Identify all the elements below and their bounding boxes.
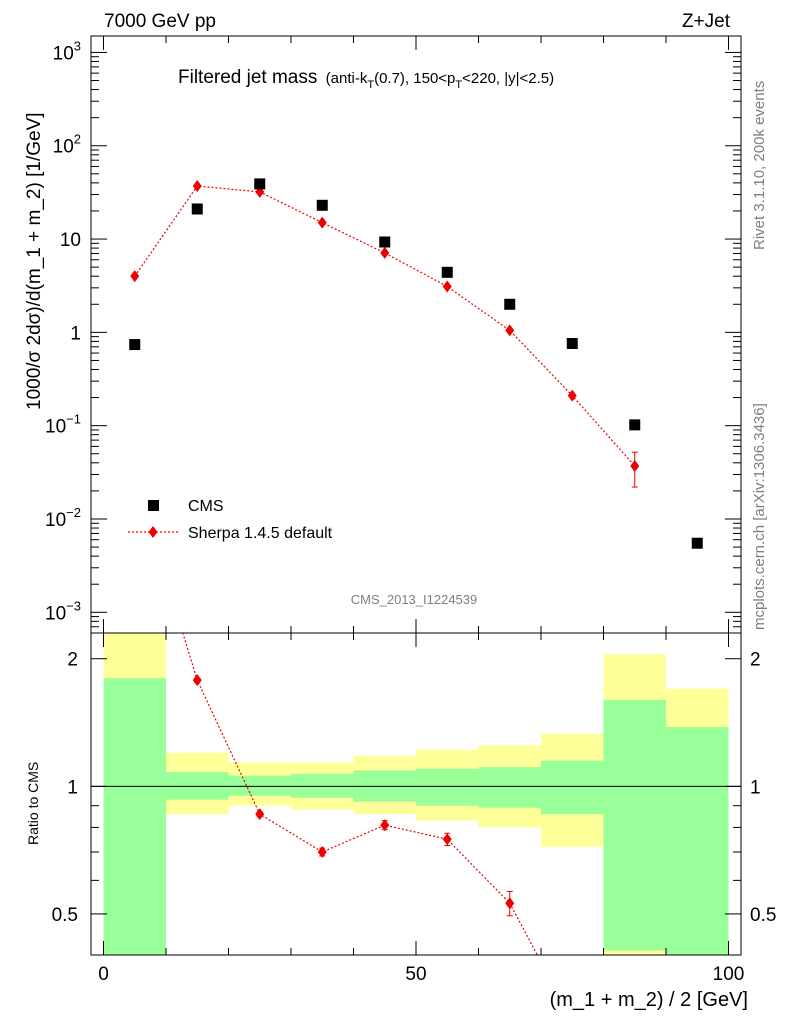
legend-sherpa-marker — [148, 526, 158, 538]
y-tick-label-ratio-right: 1 — [750, 777, 761, 798]
sherpa-point — [317, 216, 327, 229]
legend-cms-label: CMS — [188, 498, 224, 515]
legend-sherpa-label: Sherpa 1.4.5 default — [188, 525, 333, 542]
ratio-band-inner — [103, 678, 166, 955]
ratio-sherpa-point — [505, 897, 515, 910]
cms-point — [129, 339, 141, 351]
ratio-sherpa-group — [182, 633, 538, 955]
main-frame — [90, 35, 742, 634]
y-tick-label-main: 1 — [70, 323, 81, 344]
x-tick-label: 50 — [405, 964, 426, 985]
sherpa-point — [630, 459, 640, 472]
y-tick-label-main: 102 — [53, 132, 81, 158]
sherpa-point — [130, 270, 140, 283]
cms-point — [566, 337, 578, 349]
header-left: 7000 GeV pp — [104, 11, 216, 32]
cms-point — [254, 178, 266, 190]
title-k-sub: T — [367, 79, 374, 91]
sherpa-line — [134, 185, 636, 467]
ratio-band-inner — [603, 699, 666, 951]
ratio-band-inner — [541, 760, 604, 815]
title-sub-prefix: (anti-k — [326, 70, 368, 87]
y-tick-label-ratio: 1 — [67, 777, 78, 798]
x-tick-label: 100 — [713, 964, 745, 985]
rivet-label: Rivet 3.1.10, 200k events — [751, 81, 768, 250]
cms-point — [191, 203, 203, 215]
title-p-sub: T — [455, 79, 462, 91]
legend: CMS Sherpa 1.4.5 default — [128, 498, 333, 542]
y-tick-label-ratio-right: 2 — [750, 650, 761, 671]
ratio-band-inner — [291, 773, 354, 798]
sherpa-point — [567, 389, 577, 402]
ratio-band-inner — [666, 727, 729, 955]
y-tick-label-ratio: 2 — [67, 650, 78, 671]
data-marks — [129, 178, 703, 955]
y-tick-label-main: 10−1 — [45, 412, 81, 438]
y-axis-label-main: 1000/σ 2dσ)/d(m_1 + m_2) [1/GeV] — [24, 112, 45, 410]
ratio-plot — [90, 632, 742, 956]
cms-point — [691, 537, 703, 549]
y-tick-label-main: 103 — [53, 38, 81, 64]
ratio-sherpa-point — [192, 674, 202, 687]
y-tick-label-main: 10−2 — [45, 505, 81, 531]
main-plot — [90, 35, 742, 634]
ratio-band-inner — [228, 775, 291, 796]
ratio-band-inner — [416, 768, 479, 806]
cms-point — [504, 298, 516, 310]
x-axis-label: (m_1 + m_2) / 2 [GeV] — [550, 989, 748, 1011]
y-tick-label-main: 10−3 — [45, 598, 81, 624]
cms-point — [379, 236, 391, 248]
ratio-sherpa-point — [380, 819, 390, 832]
sherpa-point — [505, 324, 515, 337]
title-main: Filtered jet mass — [178, 67, 317, 88]
ratio-sherpa-point — [255, 808, 265, 821]
ratio-bands — [103, 633, 729, 955]
y-tick-label-ratio-right: 0.5 — [750, 905, 776, 926]
ratio-sherpa-point — [442, 833, 452, 846]
title-sub-suffix: <220, |y|<2.5) — [462, 70, 554, 87]
legend-cms-marker — [148, 500, 159, 511]
x-tick-label: 0 — [98, 964, 109, 985]
cms-point — [629, 419, 641, 431]
y-tick-label-ratio: 0.5 — [52, 905, 78, 926]
ratio-band-inner — [478, 767, 541, 808]
watermark: CMS_2013_I1224539 — [351, 592, 478, 607]
title-sub-mid: (0.7), 150<p — [374, 70, 455, 87]
y-tick-label-main: 10 — [60, 230, 81, 251]
chart-title: Filtered jet mass (anti-kT(0.7), 150<pT<… — [178, 67, 554, 91]
cms-point — [316, 199, 328, 211]
sherpa-point — [442, 280, 452, 293]
cms-point — [441, 266, 453, 278]
mcplots-label: mcplots.cern.ch [arXiv:1306.3436] — [751, 403, 768, 630]
sherpa-point — [192, 180, 202, 193]
y-axis-label-ratio: Ratio to CMS — [25, 762, 41, 845]
header-right: Z+Jet — [682, 11, 731, 32]
sherpa-point — [380, 246, 390, 259]
ratio-sherpa-point — [317, 845, 327, 858]
